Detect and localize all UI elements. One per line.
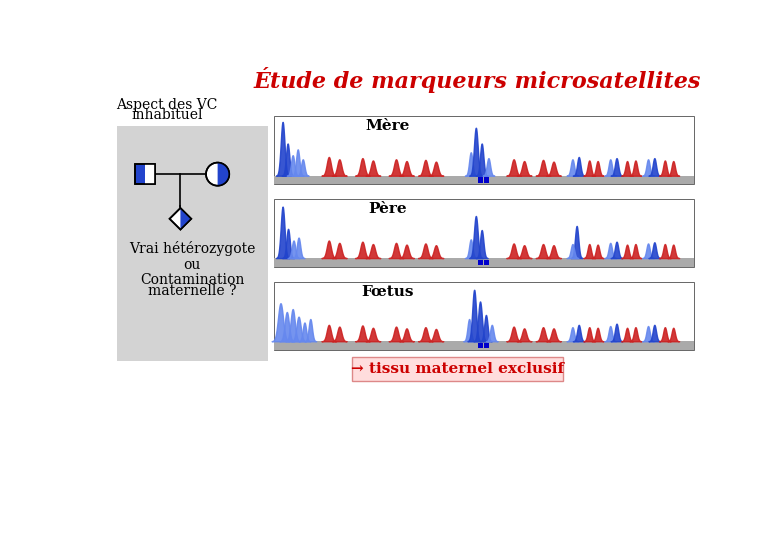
Bar	[478, 177, 483, 183]
Text: Aspect des VC: Aspect des VC	[116, 98, 218, 112]
Text: maternelle ?: maternelle ?	[147, 284, 236, 298]
Bar	[478, 260, 483, 265]
Bar	[275, 341, 694, 350]
Circle shape	[206, 163, 229, 186]
Polygon shape	[218, 163, 229, 186]
Bar	[478, 343, 483, 348]
Bar	[117, 126, 268, 361]
Polygon shape	[169, 208, 191, 230]
Bar	[135, 164, 155, 184]
Bar	[275, 176, 694, 184]
Bar	[484, 177, 489, 183]
Bar	[484, 260, 489, 265]
Bar	[275, 282, 694, 350]
Bar	[275, 258, 694, 267]
Bar	[275, 199, 694, 267]
Text: inhabituel: inhabituel	[132, 108, 203, 122]
Text: Vrai hétérozygote: Vrai hétérozygote	[129, 240, 255, 255]
Bar	[145, 164, 155, 184]
Polygon shape	[180, 208, 191, 230]
Text: Père: Père	[368, 202, 407, 216]
Text: Fœtus: Fœtus	[361, 285, 414, 299]
Text: Mère: Mère	[365, 119, 410, 133]
Text: → tissu maternel exclusif: → tissu maternel exclusif	[351, 362, 565, 376]
Text: Étude de marqueurs microsatellites: Étude de marqueurs microsatellites	[254, 67, 701, 93]
FancyBboxPatch shape	[353, 356, 563, 381]
Bar	[275, 117, 694, 184]
Bar	[135, 164, 155, 184]
Bar	[484, 343, 489, 348]
Text: ou: ou	[183, 258, 200, 272]
Text: Contamination: Contamination	[140, 273, 244, 287]
